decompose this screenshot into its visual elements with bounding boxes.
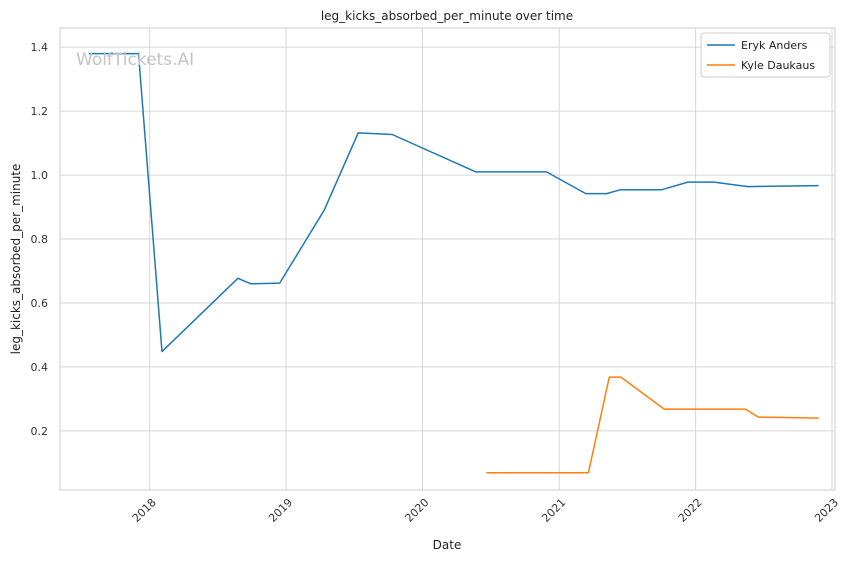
legend-label-eryk-anders: Eryk Anders (741, 39, 808, 52)
series-line-kyle-daukaus (486, 376, 819, 474)
x-tick-label: 2019 (266, 496, 295, 525)
x-tick-label: 2021 (539, 496, 568, 525)
legend-label-kyle-daukaus: Kyle Daukaus (741, 59, 815, 72)
legend-box (700, 32, 831, 78)
y-tick-label: 0.4 (31, 361, 49, 374)
series-line-eryk-anders (88, 52, 819, 353)
y-axis-ticks: 0.2 0.4 0.6 0.8 1.0 1.2 1.4 (31, 41, 49, 438)
y-tick-label: 1.2 (31, 105, 49, 118)
legend: Eryk Anders Kyle Daukaus (700, 32, 831, 78)
y-axis-label: leg_kicks_absorbed_per_minute (9, 164, 23, 355)
plot-background (59, 27, 836, 491)
y-tick-label: 1.0 (31, 169, 49, 182)
y-tick-label: 0.2 (31, 425, 49, 438)
y-tick-label: 0.6 (31, 297, 49, 310)
x-tick-label: 2018 (130, 496, 159, 525)
y-tick-label: 1.4 (31, 41, 49, 54)
x-axis-ticks: 2018 2019 2020 2021 2022 2023 (130, 496, 841, 525)
x-axis-label: Date (433, 538, 462, 552)
x-tick-label: 2023 (812, 496, 841, 525)
x-tick-label: 2020 (403, 496, 432, 525)
watermark: WolfTickets.AI (76, 50, 194, 70)
y-tick-label: 0.8 (31, 233, 49, 246)
x-tick-label: 2022 (676, 496, 705, 525)
series-layer (88, 52, 819, 474)
chart-title: leg_kicks_absorbed_per_minute over time (321, 9, 573, 23)
